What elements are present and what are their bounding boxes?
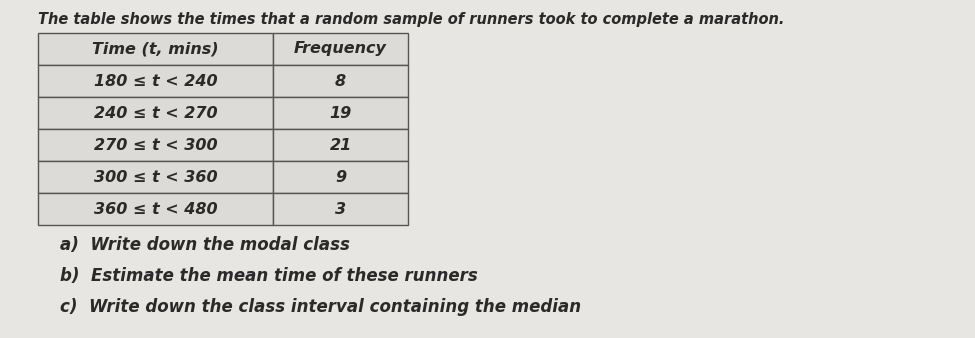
Text: 300 ≤ t < 360: 300 ≤ t < 360 <box>94 169 217 185</box>
Bar <box>273 161 408 193</box>
Bar <box>273 33 408 65</box>
Text: 240 ≤ t < 270: 240 ≤ t < 270 <box>94 105 217 121</box>
Text: 360 ≤ t < 480: 360 ≤ t < 480 <box>94 201 217 217</box>
Bar <box>38 161 273 193</box>
Bar <box>273 65 408 97</box>
Text: 3: 3 <box>335 201 346 217</box>
Text: 21: 21 <box>330 138 352 152</box>
Bar <box>273 97 408 129</box>
Bar <box>38 193 273 225</box>
Bar <box>38 129 273 161</box>
Text: 9: 9 <box>335 169 346 185</box>
Text: Frequency: Frequency <box>294 42 387 56</box>
Bar <box>38 65 273 97</box>
Text: b)  Estimate the mean time of these runners: b) Estimate the mean time of these runne… <box>60 267 478 285</box>
Text: 8: 8 <box>335 73 346 89</box>
Bar <box>38 97 273 129</box>
Bar <box>38 33 273 65</box>
Bar <box>273 129 408 161</box>
Bar <box>273 193 408 225</box>
Text: 180 ≤ t < 240: 180 ≤ t < 240 <box>94 73 217 89</box>
Text: Time (t, mins): Time (t, mins) <box>93 42 218 56</box>
Text: a)  Write down the modal class: a) Write down the modal class <box>60 236 350 254</box>
Text: 19: 19 <box>330 105 352 121</box>
Text: The table shows the times that a random sample of runners took to complete a mar: The table shows the times that a random … <box>38 12 784 27</box>
Text: c)  Write down the class interval containing the median: c) Write down the class interval contain… <box>60 298 581 316</box>
Text: 270 ≤ t < 300: 270 ≤ t < 300 <box>94 138 217 152</box>
